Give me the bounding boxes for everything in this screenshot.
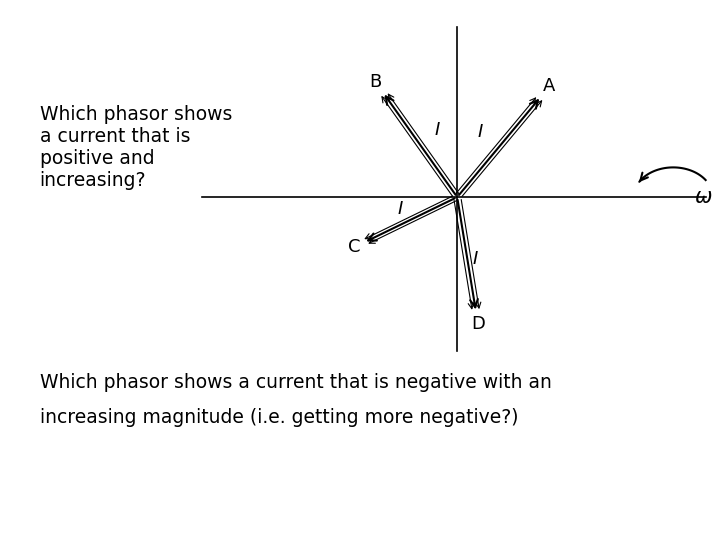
Text: I: I	[435, 121, 440, 139]
Text: C: C	[348, 238, 361, 256]
Text: I: I	[397, 200, 402, 218]
Text: Which phasor shows
a current that is
positive and
increasing?: Which phasor shows a current that is pos…	[40, 105, 232, 190]
Text: Which phasor shows a current that is negative with an: Which phasor shows a current that is neg…	[40, 373, 552, 392]
Text: I: I	[472, 250, 477, 268]
Text: D: D	[471, 315, 485, 333]
Text: increasing magnitude (i.e. getting more negative?): increasing magnitude (i.e. getting more …	[40, 408, 518, 427]
Text: B: B	[369, 73, 382, 91]
Text: A: A	[544, 77, 556, 95]
Text: ω: ω	[695, 187, 712, 207]
Text: I: I	[477, 123, 482, 140]
